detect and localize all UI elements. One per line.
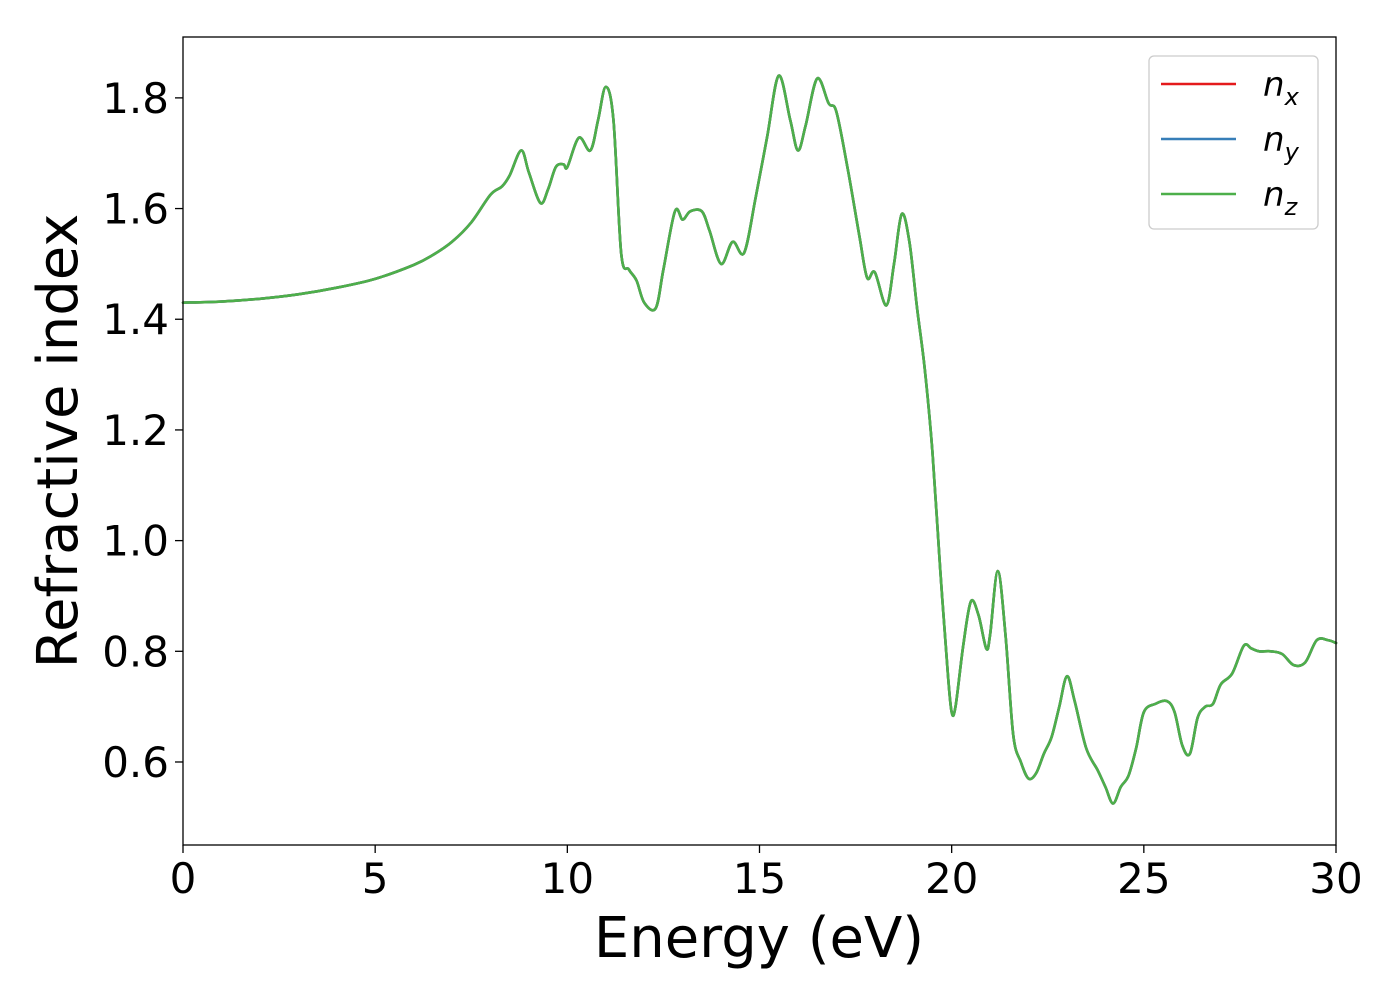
- x-tick-label: 10: [541, 854, 594, 903]
- y-tick-label: 0.6: [102, 738, 169, 787]
- y-tick-label: 1.4: [102, 295, 169, 344]
- y-tick-label: 1.8: [102, 74, 169, 123]
- x-tick-label: 20: [925, 854, 978, 903]
- legend-label: ny: [1263, 120, 1300, 166]
- legend: nx ny nz: [1148, 55, 1319, 230]
- y-tick-label: 1.6: [102, 185, 169, 234]
- series-line-n-z: [181, 74, 1338, 805]
- axis-ticks: 0 5 10 15 20 25 30 0.6 0.8 1.0 1.2 1.4 1.6 1.8: [102, 74, 1363, 903]
- series-lines: [181, 74, 1338, 805]
- legend-label: nx: [1263, 65, 1300, 111]
- x-tick-label: 30: [1309, 854, 1362, 903]
- y-tick-label: 1.2: [102, 406, 169, 455]
- plot-frame: [182, 36, 1337, 846]
- x-tick-label: 15: [733, 854, 786, 903]
- x-axis-label: Energy (eV): [594, 906, 924, 971]
- y-tick-label: 1.0: [102, 517, 169, 566]
- y-axis-label: Refractive index: [26, 214, 91, 669]
- x-tick-label: 5: [362, 854, 389, 903]
- legend-box: [1148, 55, 1319, 230]
- x-tick-label: 0: [170, 854, 197, 903]
- legend-label: nz: [1263, 175, 1299, 221]
- y-tick-label: 0.8: [102, 627, 169, 676]
- x-tick-label: 25: [1117, 854, 1170, 903]
